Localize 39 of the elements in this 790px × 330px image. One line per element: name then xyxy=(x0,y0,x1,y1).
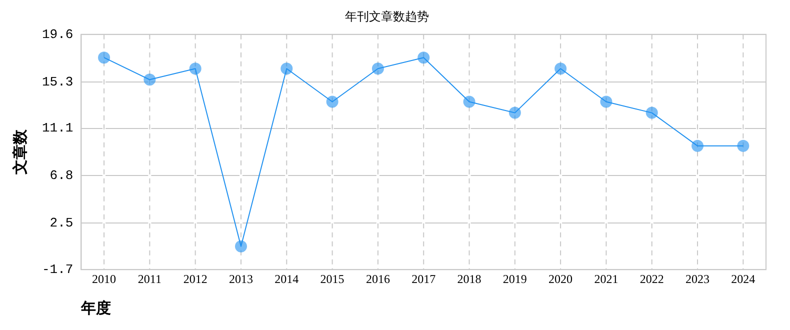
x-tick-label: 2020 xyxy=(548,272,573,286)
x-tick-label: 2021 xyxy=(594,272,618,286)
y-tick-label: 11.1 xyxy=(42,120,74,136)
point xyxy=(692,140,704,152)
y-axis-title: 文章数 xyxy=(10,128,29,176)
point xyxy=(280,62,293,75)
point xyxy=(98,52,110,64)
y-tick-label: 6.8 xyxy=(50,168,74,184)
x-tick-label: 2018 xyxy=(457,272,482,286)
x-tick-label: 2010 xyxy=(92,272,116,286)
y-tick-label: 19.6 xyxy=(42,26,74,42)
point xyxy=(144,74,156,86)
point xyxy=(463,96,476,108)
point xyxy=(600,96,612,108)
chart-title: 年刊文章数趋势 xyxy=(345,9,429,24)
point xyxy=(418,52,430,64)
x-tick-label: 2013 xyxy=(228,272,253,286)
x-tick-label: 2012 xyxy=(183,272,208,286)
point xyxy=(234,240,247,252)
x-tick-label: 2017 xyxy=(412,272,436,286)
y-tick-label: 15.3 xyxy=(42,74,74,90)
x-tick-label: 2019 xyxy=(502,272,527,286)
point xyxy=(737,140,750,152)
x-tick-label: 2023 xyxy=(686,272,710,286)
x-tick-label: 2024 xyxy=(731,272,756,286)
x-axis-title: 年度 xyxy=(80,298,112,317)
point xyxy=(508,106,521,119)
y-tick-label: 2.5 xyxy=(50,216,74,231)
x-tick-label: 2011 xyxy=(138,272,162,286)
x-tick-label: 2022 xyxy=(640,272,664,286)
point xyxy=(372,62,384,75)
x-tick-label: 2015 xyxy=(320,272,344,286)
point xyxy=(646,106,658,119)
y-tick-label: -1.7 xyxy=(42,262,74,278)
point xyxy=(326,96,338,108)
point xyxy=(554,62,567,75)
x-tick-label: 2014 xyxy=(274,272,299,286)
x-tick-label: 2016 xyxy=(366,272,390,286)
point xyxy=(189,62,202,75)
